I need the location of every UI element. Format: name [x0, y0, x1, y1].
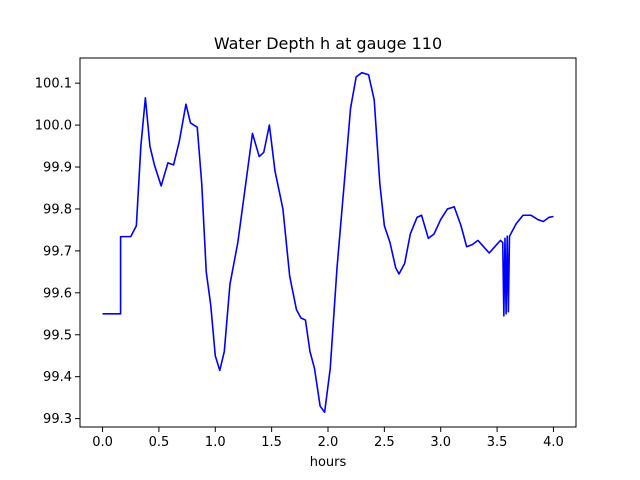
y-tick-label: 100.1: [35, 77, 72, 92]
y-tick-label: 99.8: [43, 202, 72, 217]
y-tick-label: 99.7: [43, 244, 72, 259]
y-axis-ticks: 99.3 99.4 99.5 99.6 99.7 99.8 99.9 100.0 100.1: [35, 77, 80, 427]
x-tick-label: 3.0: [430, 435, 451, 450]
x-axis-label: hours: [310, 455, 347, 470]
y-tick-label: 99.9: [43, 161, 72, 176]
y-tick-label: 99.5: [43, 328, 72, 343]
x-tick-label: 4.0: [543, 435, 564, 450]
y-tick-label: 99.6: [43, 286, 72, 301]
x-tick-label: 1.5: [261, 435, 282, 450]
x-axis-ticks: 0.0 0.5 1.0 1.5 2.0 2.5 3.0 3.5 4.0: [92, 427, 564, 450]
y-tick-label: 99.4: [43, 370, 72, 385]
y-tick-label: 100.0: [35, 119, 72, 134]
x-tick-label: 2.0: [318, 435, 339, 450]
chart-title: Water Depth h at gauge 110: [214, 34, 442, 53]
x-tick-label: 3.5: [487, 435, 508, 450]
y-tick-label: 99.3: [43, 412, 72, 427]
series-points: [103, 73, 554, 413]
x-tick-label: 2.5: [374, 435, 395, 450]
x-tick-label: 1.0: [205, 435, 226, 450]
water-depth-series-line: [102, 71, 554, 414]
x-tick-label: 0.5: [149, 435, 170, 450]
x-tick-label: 0.0: [92, 435, 113, 450]
